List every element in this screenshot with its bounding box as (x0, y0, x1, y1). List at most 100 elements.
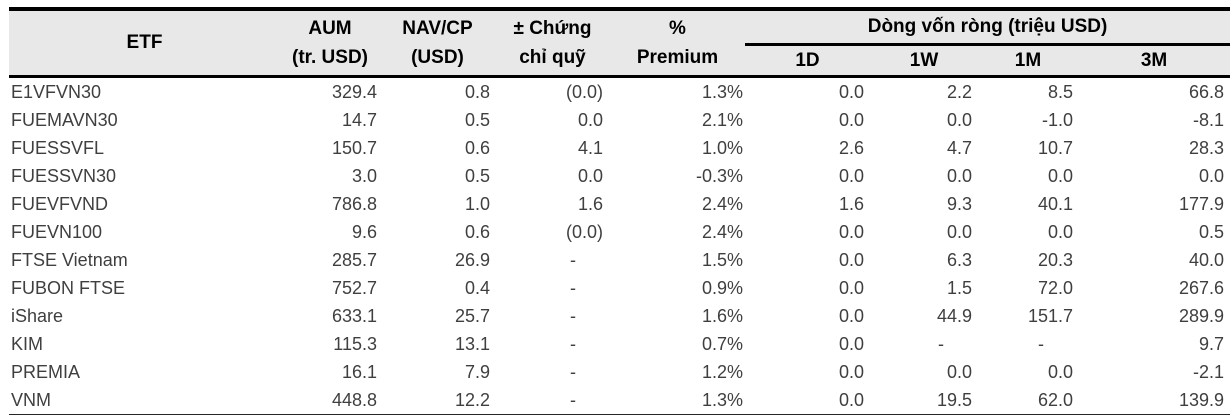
cell-etf-name: PREMIA (11, 362, 81, 382)
cell-fund-cert-change: - (570, 250, 576, 270)
cell-flow-1m: 20.3 (1037, 250, 1073, 270)
cell-nav-per-share: 0.6 (464, 222, 490, 242)
cell-premium-pct: 1.0% (701, 138, 743, 158)
cell-nav-per-share: 12.2 (454, 390, 490, 410)
cell-fund-cert-change: 4.1 (577, 138, 603, 158)
cell-aum: 115.3 (333, 334, 377, 354)
cell-flow-3m: 289.9 (1178, 306, 1225, 326)
cell-flow-3m: 66.8 (1188, 82, 1225, 102)
cell-fund-cert-change: - (570, 334, 576, 354)
etf-table-body: E1VFVN30 329.4 0.8 (0.0) 1.3% 0.0 2.2 8.… (9, 77, 1230, 415)
table-row: FUEVFVND 786.8 1.0 1.6 2.4% 1.6 9.3 40.1… (9, 190, 1230, 218)
cell-aum: 285.7 (331, 250, 377, 270)
cell-flow-1d: 0.0 (838, 390, 864, 410)
cell-flow-1m: 72.0 (1037, 278, 1073, 298)
cell-flow-1m: 62.0 (1037, 390, 1073, 410)
col-header-premium: % Premium (610, 9, 745, 77)
cell-aum: 9.6 (351, 222, 377, 242)
cell-flow-1d: 0.0 (838, 306, 864, 326)
cell-nav-per-share: 13.1 (454, 334, 490, 354)
cell-flow-3m: 28.3 (1188, 138, 1225, 158)
cell-premium-pct: 2.4% (701, 222, 743, 242)
cell-flow-1d: 0.0 (838, 250, 864, 270)
cell-flow-3m: 0.5 (1199, 222, 1225, 242)
cell-flow-1w: 9.3 (946, 194, 972, 214)
cell-premium-pct: 0.7% (701, 334, 743, 354)
cell-aum: 633.1 (331, 306, 377, 326)
cell-nav-per-share: 0.5 (464, 166, 490, 186)
cell-flow-1m: 0.0 (1047, 362, 1073, 382)
cell-etf-name: FUEVN100 (11, 222, 103, 242)
cell-flow-1w: 0.0 (946, 110, 972, 130)
cell-flow-1d: 0.0 (838, 362, 864, 382)
cell-flow-1d: 2.6 (838, 138, 864, 158)
cell-etf-name: FUBON FTSE (11, 278, 126, 298)
cell-premium-pct: 2.1% (701, 110, 743, 130)
cell-flow-1w: 0.0 (946, 166, 972, 186)
cell-flow-3m: 139.9 (1178, 390, 1225, 410)
cell-fund-cert-change: (0.0) (565, 222, 603, 242)
cell-flow-1d: 0.0 (838, 110, 864, 130)
col-header-nav-line2: (USD) (411, 47, 464, 68)
cell-premium-pct: -0.3% (695, 166, 743, 186)
col-header-ccq-line2: chỉ quỹ (519, 47, 586, 68)
cell-flow-3m: 0.0 (1199, 166, 1225, 186)
cell-flow-1m: - (1038, 334, 1044, 354)
col-header-aum-line2: (tr. USD) (292, 47, 368, 68)
table-row: FUESSVN30 3.0 0.5 0.0 -0.3% 0.0 0.0 0.0 … (9, 162, 1230, 190)
cell-premium-pct: 1.5% (701, 250, 743, 270)
cell-flow-1w: 6.3 (946, 250, 972, 270)
cell-flow-1m: 8.5 (1047, 82, 1073, 102)
etf-flows-table: ETF AUM (tr. USD) NAV/CP (USD) ± Chứng c… (9, 7, 1230, 415)
table-row: FUEVN100 9.6 0.6 (0.0) 2.4% 0.0 0.0 0.0 … (9, 218, 1230, 246)
col-header-premium-line2: Premium (636, 47, 719, 68)
cell-aum: 752.7 (331, 278, 377, 298)
table-row: FUEMAVN30 14.7 0.5 0.0 2.1% 0.0 0.0 -1.0… (9, 106, 1230, 134)
col-header-etf: ETF (9, 9, 280, 77)
table-row: KIM 115.3 13.1 - 0.7% 0.0 - - 9.7 (9, 330, 1230, 358)
cell-flow-1w: 44.9 (936, 306, 972, 326)
cell-aum: 448.8 (331, 390, 377, 410)
cell-flow-1d: 0.0 (838, 222, 864, 242)
cell-flow-1d: 0.0 (838, 334, 864, 354)
cell-etf-name: FUESSVFL (11, 138, 105, 158)
flow-group-header: Dòng vốn ròng (triệu USD) (745, 9, 1230, 46)
cell-aum: 3.0 (351, 166, 377, 186)
cell-nav-per-share: 0.4 (464, 278, 490, 298)
cell-flow-1d: 0.0 (838, 166, 864, 186)
cell-nav-per-share: 1.0 (464, 194, 490, 214)
cell-premium-pct: 1.3% (701, 82, 743, 102)
cell-aum: 329.4 (331, 82, 377, 102)
cell-aum: 16.1 (341, 362, 377, 382)
cell-nav-per-share: 0.6 (464, 138, 490, 158)
cell-premium-pct: 0.9% (701, 278, 743, 298)
cell-flow-1m: 0.0 (1047, 166, 1073, 186)
cell-etf-name: KIM (11, 334, 44, 354)
table-row: E1VFVN30 329.4 0.8 (0.0) 1.3% 0.0 2.2 8.… (9, 77, 1230, 107)
cell-aum: 786.8 (331, 194, 377, 214)
cell-flow-3m: 177.9 (1178, 194, 1225, 214)
table-row: VNM 448.8 12.2 - 1.3% 0.0 19.5 62.0 139.… (9, 386, 1230, 415)
cell-flow-3m: 9.7 (1199, 334, 1225, 354)
col-header-premium-line1: % (669, 18, 686, 39)
cell-flow-1d: 0.0 (838, 82, 864, 102)
cell-premium-pct: 1.2% (701, 362, 743, 382)
cell-flow-1w: 4.7 (946, 138, 972, 158)
cell-fund-cert-change: 0.0 (577, 166, 603, 186)
cell-flow-3m: -2.1 (1193, 362, 1225, 382)
cell-nav-per-share: 7.9 (464, 362, 490, 382)
cell-flow-1m: 0.0 (1047, 222, 1073, 242)
table-row: FTSE Vietnam 285.7 26.9 - 1.5% 0.0 6.3 2… (9, 246, 1230, 274)
cell-flow-1m: -1.0 (1041, 110, 1073, 130)
cell-flow-1m: 10.7 (1037, 138, 1073, 158)
cell-flow-1d: 0.0 (838, 278, 864, 298)
cell-flow-1w: 2.2 (946, 82, 972, 102)
cell-premium-pct: 1.3% (701, 390, 743, 410)
cell-nav-per-share: 0.8 (464, 82, 490, 102)
table-row: iShare 633.1 25.7 - 1.6% 0.0 44.9 151.7 … (9, 302, 1230, 330)
cell-fund-cert-change: (0.0) (565, 82, 603, 102)
cell-flow-1d: 1.6 (838, 194, 864, 214)
cell-fund-cert-change: - (570, 278, 576, 298)
cell-fund-cert-change: 0.0 (577, 110, 603, 130)
